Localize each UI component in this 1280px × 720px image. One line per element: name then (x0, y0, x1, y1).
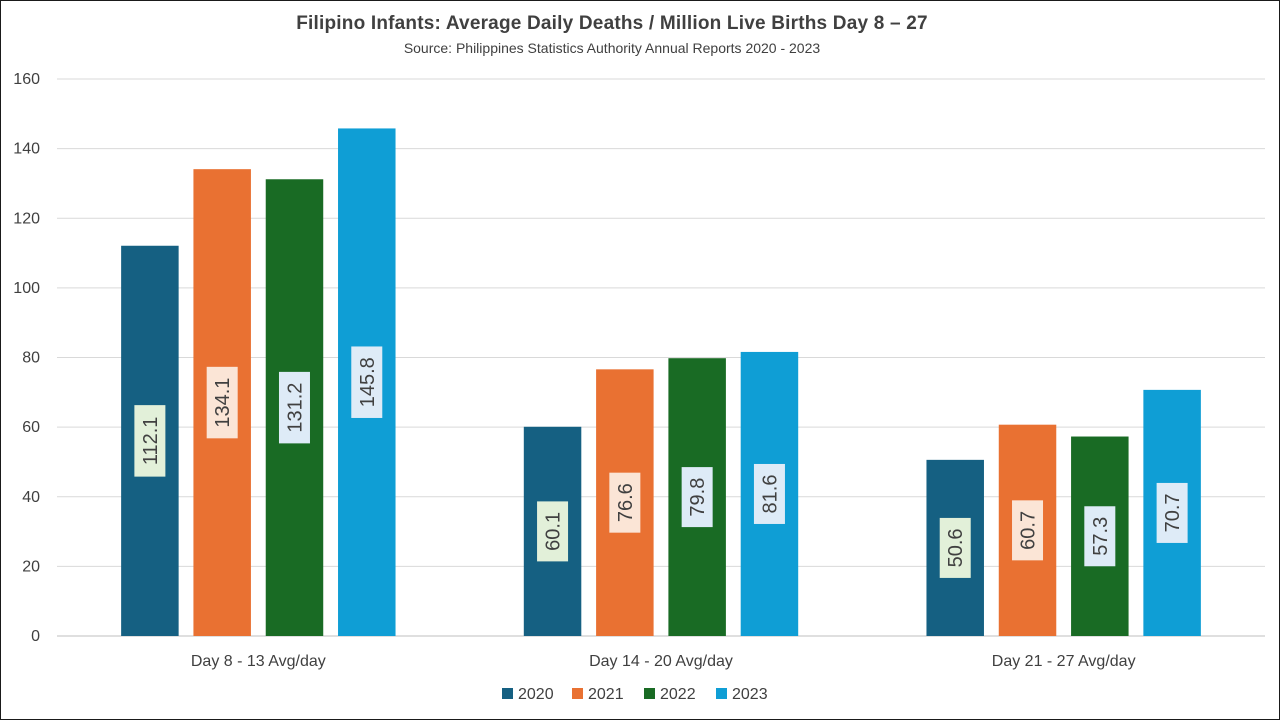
legend-swatch (644, 688, 655, 699)
data-label-2022-3: 57.3 (1084, 506, 1116, 567)
data-label-2022-2: 79.8 (681, 467, 713, 528)
legend-item-2020: 2020 (502, 686, 554, 703)
data-label-box (609, 472, 641, 533)
data-label-2020-2: 60.1 (537, 501, 569, 562)
data-label-2021-3: 60.7 (1012, 500, 1044, 561)
legend-swatch (716, 688, 727, 699)
data-label-2023-3: 70.7 (1156, 482, 1188, 543)
data-label-value: 50.6 (945, 528, 967, 567)
y-tick-label: 100 (13, 280, 40, 297)
data-label-value: 76.6 (615, 483, 637, 522)
data-label-value: 145.8 (357, 357, 379, 407)
legend-item-2021: 2021 (572, 686, 624, 703)
data-label-box (1156, 482, 1188, 543)
data-label-box (1012, 500, 1044, 561)
data-label-2021-1: 134.1 (206, 366, 238, 439)
data-label-box (1084, 506, 1116, 567)
data-label-value: 70.7 (1162, 493, 1184, 532)
legend-label: 2021 (588, 686, 624, 703)
data-label-value: 131.2 (284, 383, 306, 433)
data-label-value: 79.8 (687, 478, 709, 517)
y-tick-label: 20 (22, 558, 40, 575)
y-tick-label: 140 (13, 141, 40, 158)
legend-swatch (572, 688, 583, 699)
x-category-label: Day 8 - 13 Avg/day (191, 653, 326, 670)
data-label-2021-2: 76.6 (609, 472, 641, 533)
legend-item-2023: 2023 (716, 686, 768, 703)
y-tick-label: 40 (22, 489, 40, 506)
data-label-value: 60.1 (543, 512, 565, 551)
legend-swatch (502, 688, 513, 699)
x-category-label: Day 14 - 20 Avg/day (589, 653, 733, 670)
chart-subtitle: Source: Philippines Statistics Authority… (403, 40, 821, 56)
data-label-box (278, 371, 310, 444)
data-label-box (206, 366, 238, 439)
y-tick-label: 0 (31, 628, 40, 645)
data-label-value: 81.6 (759, 474, 781, 513)
data-label-box (351, 346, 383, 418)
data-label-2020-3: 50.6 (939, 517, 971, 578)
x-category-label: Day 21 - 27 Avg/day (992, 653, 1136, 670)
data-label-box (134, 405, 166, 477)
data-label-value: 60.7 (1018, 511, 1040, 550)
chart-title: Filipino Infants: Average Daily Deaths /… (296, 13, 928, 34)
data-label-value: 112.1 (140, 417, 162, 466)
data-label-box (753, 463, 785, 524)
data-label-box (681, 467, 713, 528)
data-label-box (537, 501, 569, 562)
y-tick-label: 80 (22, 350, 40, 367)
data-label-value: 57.3 (1090, 517, 1112, 556)
y-tick-label: 60 (22, 419, 40, 436)
data-label-2023-2: 81.6 (753, 463, 785, 524)
y-tick-label: 120 (13, 210, 40, 227)
legend-label: 2023 (732, 686, 768, 703)
data-label-value: 134.1 (212, 378, 234, 428)
data-label-2022-1: 131.2 (278, 371, 310, 444)
data-label-2023-1: 145.8 (351, 346, 383, 418)
legend-label: 2022 (660, 686, 696, 703)
data-label-2020-1: 112.1 (134, 405, 166, 477)
legend-label: 2020 (518, 686, 554, 703)
y-tick-label: 160 (13, 71, 40, 88)
data-label-box (939, 517, 971, 578)
legend-item-2022: 2022 (644, 686, 696, 703)
